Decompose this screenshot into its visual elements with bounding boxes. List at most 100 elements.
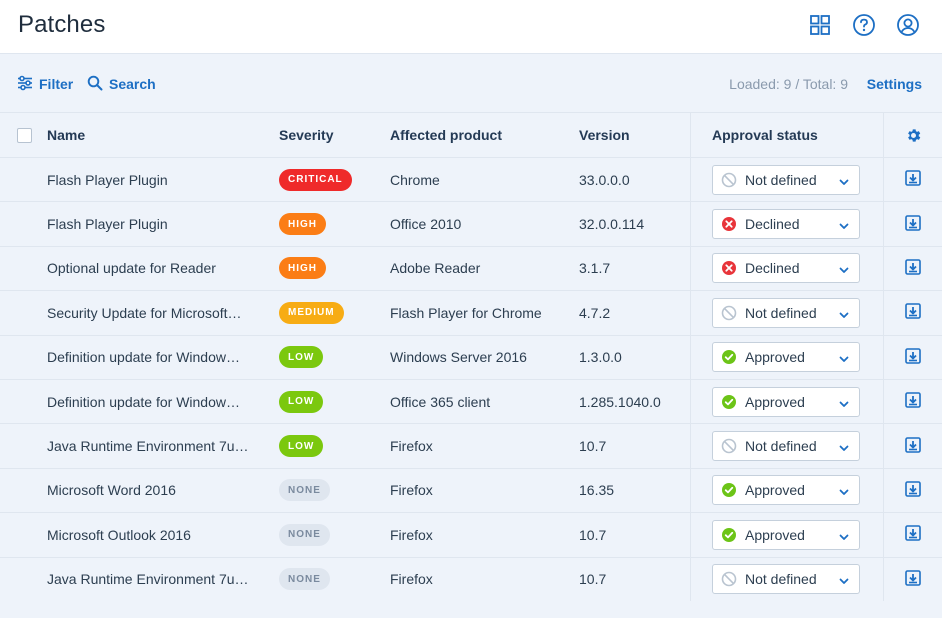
help-icon[interactable] — [852, 13, 876, 37]
approval-status-label: Approved — [745, 482, 805, 499]
table-row[interactable]: Definition update for Window… LOW Window… — [0, 336, 942, 380]
affected-product: Firefox — [390, 482, 433, 499]
download-icon[interactable] — [905, 481, 921, 500]
version: 33.0.0.0 — [579, 171, 630, 188]
install-cell — [903, 513, 923, 556]
download-icon[interactable] — [905, 214, 921, 234]
column-header-affected-product[interactable]: Affected product — [390, 127, 502, 143]
approval-cell: Not defined — [712, 558, 864, 601]
chevron-down-icon — [838, 263, 850, 279]
download-icon[interactable] — [905, 525, 921, 544]
search-label: Search — [109, 76, 156, 92]
install-cell — [903, 247, 923, 290]
approval-status-select[interactable]: Not defined — [712, 297, 860, 328]
download-icon[interactable] — [905, 569, 921, 589]
table-row[interactable]: Optional update for Reader HIGH Adobe Re… — [0, 247, 942, 292]
affected-product: Office 365 client — [390, 393, 491, 410]
severity-badge: CRITICAL — [279, 168, 352, 191]
approved-icon — [721, 527, 737, 543]
approval-status-label: Not defined — [745, 571, 817, 588]
table-row[interactable]: Definition update for Window… LOW Office… — [0, 380, 942, 425]
chevron-down-icon — [838, 308, 850, 324]
approval-cell: Not defined — [712, 158, 864, 201]
table-row[interactable]: Flash Player Plugin HIGH Office 2010 32.… — [0, 202, 942, 247]
affected-product: Chrome — [390, 171, 440, 188]
table-row[interactable]: Flash Player Plugin CRITICAL Chrome 33.0… — [0, 158, 942, 203]
severity-cell: LOW — [279, 424, 379, 467]
chevron-down-icon — [838, 397, 850, 413]
grid-icon[interactable] — [808, 13, 832, 37]
affected-product: Adobe Reader — [390, 260, 481, 277]
download-icon[interactable] — [905, 303, 921, 322]
table-row[interactable]: Java Runtime Environment 7u… LOW Firefox… — [0, 424, 942, 469]
approval-status-label: Not defined — [745, 304, 817, 321]
approval-cell: Approved — [712, 513, 864, 556]
severity-badge: NONE — [279, 479, 330, 502]
install-cell — [903, 469, 923, 512]
chevron-down-icon — [838, 574, 850, 590]
approval-status-label: Declined — [745, 216, 800, 233]
patch-name: Security Update for Microsoft… — [47, 304, 242, 321]
approval-status-select[interactable]: Approved — [712, 475, 860, 506]
version: 32.0.0.114 — [579, 216, 645, 233]
severity-cell: NONE — [279, 469, 379, 512]
table-row[interactable]: Microsoft Outlook 2016 NONE Firefox 10.7… — [0, 513, 942, 558]
select-all-checkbox[interactable] — [17, 113, 33, 157]
column-header-approval-status[interactable]: Approval status — [712, 127, 818, 143]
table-header-row: Name Severity Affected product Version A… — [0, 113, 942, 158]
table-row[interactable]: Java Runtime Environment 7u… NONE Firefo… — [0, 558, 942, 602]
download-icon[interactable] — [905, 259, 921, 278]
page-title: Patches — [18, 11, 106, 38]
settings-link[interactable]: Settings — [866, 76, 922, 92]
approval-status-select[interactable]: Not defined — [712, 431, 860, 462]
table-row[interactable]: Microsoft Word 2016 NONE Firefox 16.35 A… — [0, 469, 942, 514]
download-icon[interactable] — [905, 170, 921, 189]
install-cell — [903, 336, 923, 379]
approval-cell: Approved — [712, 336, 864, 379]
page-header: Patches — [0, 0, 942, 54]
filter-button[interactable]: Filter — [17, 74, 73, 94]
affected-product: Flash Player for Chrome — [390, 304, 542, 321]
approval-status-select[interactable]: Approved — [712, 342, 860, 373]
approval-status-select[interactable]: Approved — [712, 386, 860, 417]
chevron-down-icon — [838, 219, 850, 235]
affected-product: Office 2010 — [390, 216, 462, 233]
chevron-down-icon — [838, 352, 850, 368]
not-defined-icon — [721, 571, 737, 587]
download-icon[interactable] — [905, 347, 921, 367]
approval-status-select[interactable]: Declined — [712, 209, 860, 240]
severity-cell: MEDIUM — [279, 291, 379, 334]
filter-label: Filter — [39, 76, 74, 92]
not-defined-icon — [721, 172, 737, 188]
approval-cell: Approved — [712, 380, 864, 423]
column-header-severity[interactable]: Severity — [279, 127, 334, 143]
table-row[interactable]: Security Update for Microsoft… MEDIUM Fl… — [0, 291, 942, 336]
severity-cell: CRITICAL — [279, 158, 379, 201]
approval-status-select[interactable]: Declined — [712, 253, 860, 284]
patch-name: Microsoft Word 2016 — [47, 482, 176, 499]
download-icon[interactable] — [905, 436, 921, 456]
severity-badge: MEDIUM — [279, 301, 344, 324]
declined-icon — [721, 260, 737, 276]
approval-status-select[interactable]: Not defined — [712, 164, 860, 195]
column-header-name[interactable]: Name — [47, 127, 86, 143]
patch-name: Definition update for Window… — [47, 393, 240, 410]
filter-icon — [17, 75, 33, 94]
download-icon[interactable] — [905, 392, 921, 411]
approval-cell: Declined — [712, 247, 864, 290]
column-settings-icon[interactable] — [903, 113, 923, 157]
not-defined-icon — [721, 438, 737, 454]
column-header-version[interactable]: Version — [579, 127, 630, 143]
severity-badge: HIGH — [279, 213, 326, 236]
version: 10.7 — [579, 526, 607, 543]
approval-status-label: Not defined — [745, 171, 817, 188]
approved-icon — [721, 482, 737, 498]
declined-icon — [721, 216, 737, 232]
approval-status-select[interactable]: Not defined — [712, 564, 860, 595]
account-icon[interactable] — [896, 13, 920, 37]
search-button[interactable]: Search — [87, 74, 156, 94]
version: 1.285.1040.0 — [579, 393, 661, 410]
install-cell — [903, 158, 923, 201]
approved-icon — [721, 349, 737, 365]
approval-status-select[interactable]: Approved — [712, 519, 860, 550]
